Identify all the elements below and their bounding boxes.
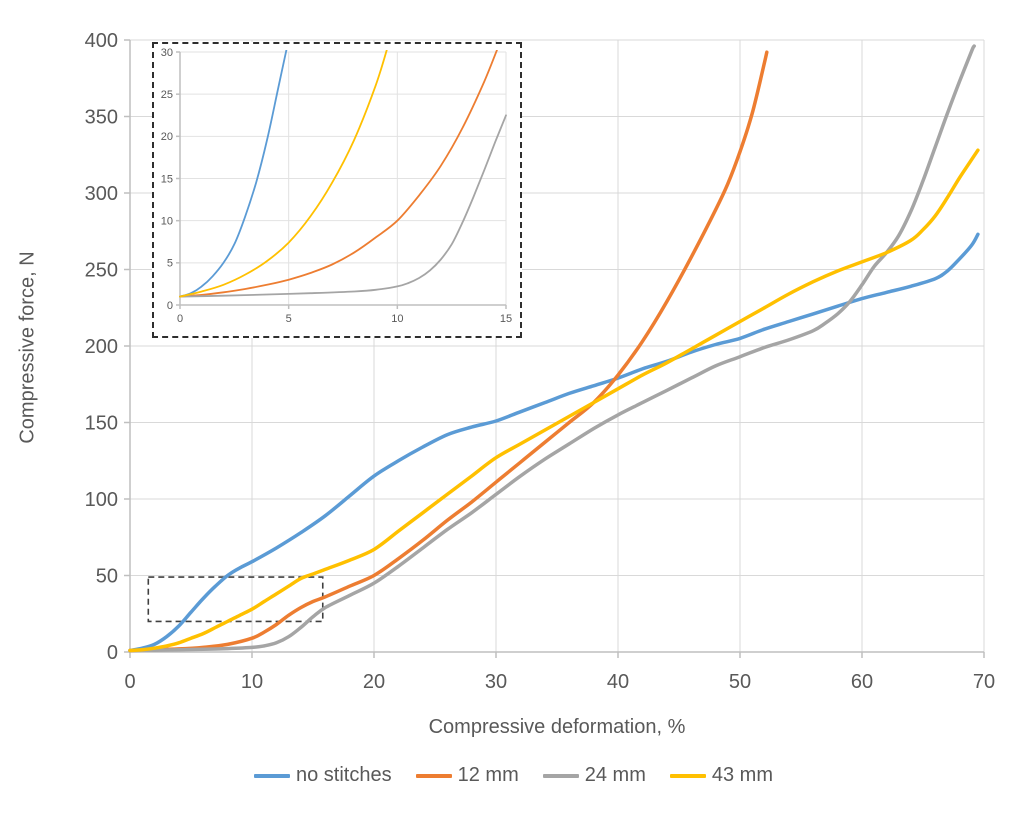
y-tick-label: 250 bbox=[85, 260, 118, 282]
series-line-no-stitches bbox=[179, 50, 288, 298]
y-tick-label: 50 bbox=[96, 566, 118, 588]
series-line-12-mm bbox=[128, 50, 769, 653]
y-tick-label: 150 bbox=[85, 413, 118, 435]
y-tick-label: 200 bbox=[85, 336, 118, 358]
series-line-43-mm bbox=[128, 148, 980, 653]
legend: no stitches 12 mm 24 mm 43 mm bbox=[0, 764, 1027, 787]
legend-label: 12 mm bbox=[457, 764, 519, 786]
x-tick-label: 60 bbox=[851, 671, 873, 693]
legend-swatch bbox=[669, 773, 706, 778]
legend-label: no stitches bbox=[296, 764, 392, 786]
legend-item-no-stitches: no stitches bbox=[254, 764, 392, 787]
x-tick-label: 10 bbox=[391, 313, 403, 325]
x-tick-label: 0 bbox=[177, 313, 183, 325]
y-tick-label: 300 bbox=[85, 183, 118, 205]
x-tick-label: 15 bbox=[500, 313, 512, 325]
x-tick-label: 20 bbox=[363, 671, 385, 693]
y-tick-label: 0 bbox=[167, 300, 173, 312]
legend-swatch bbox=[415, 773, 452, 778]
legend-label: 24 mm bbox=[584, 764, 646, 786]
y-tick-label: 5 bbox=[167, 258, 173, 270]
legend-label: 43 mm bbox=[711, 764, 773, 786]
legend-item-12-mm: 12 mm bbox=[415, 764, 519, 787]
x-tick-label: 70 bbox=[973, 671, 995, 693]
legend-item-24-mm: 24 mm bbox=[542, 764, 646, 787]
x-tick-label: 30 bbox=[485, 671, 507, 693]
x-axis-title: Compressive deformation, % bbox=[428, 716, 686, 738]
y-tick-label: 20 bbox=[161, 131, 173, 143]
y-axis-title: Compressive force, N bbox=[16, 251, 39, 444]
x-tick-label: 40 bbox=[607, 671, 629, 693]
series-line-no-stitches bbox=[128, 232, 980, 653]
y-tick-label: 350 bbox=[85, 107, 118, 129]
x-tick-label: 50 bbox=[729, 671, 751, 693]
inset-chart-box: 0 5 10 15 0 5 10 15 20 25 30 bbox=[152, 42, 522, 338]
zoom-region-annotation bbox=[147, 576, 324, 623]
inset-chart: 0 5 10 15 0 5 10 15 20 25 30 bbox=[161, 47, 512, 325]
y-tick-label: 15 bbox=[161, 173, 173, 185]
y-tick-label: 30 bbox=[161, 47, 173, 59]
y-tick-label: 10 bbox=[161, 216, 173, 228]
y-tick-label: 400 bbox=[85, 30, 118, 52]
y-tick-label: 100 bbox=[85, 489, 118, 511]
x-tick-label: 10 bbox=[241, 671, 263, 693]
y-tick-label: 25 bbox=[161, 89, 173, 101]
x-tick-label: 5 bbox=[286, 313, 292, 325]
series-line-24-mm bbox=[179, 114, 507, 298]
series-line-43-mm bbox=[179, 50, 388, 298]
legend-item-43-mm: 43 mm bbox=[669, 764, 773, 787]
x-tick-label: 0 bbox=[124, 671, 135, 693]
y-tick-label: 0 bbox=[107, 642, 118, 664]
legend-swatch bbox=[254, 773, 290, 778]
series-line-24-mm bbox=[128, 44, 976, 653]
legend-swatch bbox=[542, 773, 579, 778]
series-line-12-mm bbox=[179, 50, 498, 298]
